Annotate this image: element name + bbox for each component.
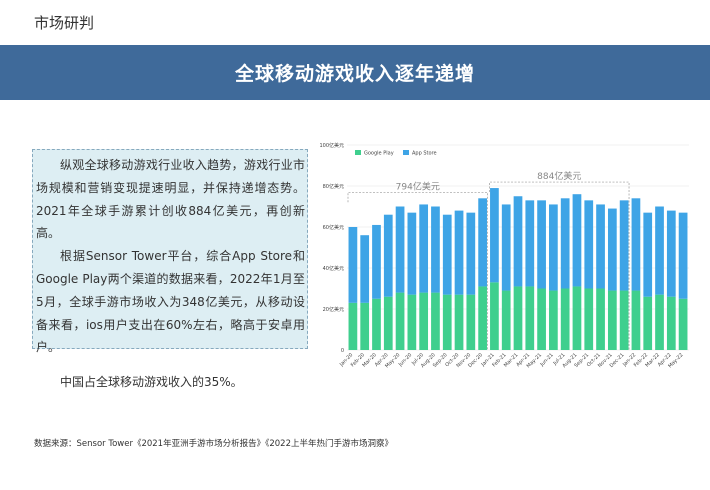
app-store-bar [501,204,511,291]
google-play-bar [607,290,617,350]
google-play-bar [407,294,417,350]
paragraph-gap [36,359,305,371]
annotation-bracket [347,191,488,350]
google-play-bar [631,290,641,350]
title-banner: 全球移动游戏收入逐年递增 [0,45,710,100]
google-play-bar [466,294,476,350]
app-store-bar [619,200,629,291]
app-store-bar [466,212,476,295]
revenue-chart: 794亿美元 884亿美元 Google Play App Store 0 20亿美元… [319,142,689,369]
app-store-bar [442,214,452,295]
app-store-bar [383,214,393,297]
summary-textbox: 纵观全球移动游戏行业收入趋势，游戏行业市场规模和营销变现提速明显，并保持递增态势… [32,149,308,389]
google-play-bar [678,298,688,350]
app-store-bar [572,194,582,287]
app-store-bar [395,206,405,293]
data-source-note: 数据来源：Sensor Tower《2021年亚洲手游市场分析报告》《2022上… [34,439,393,449]
google-play-bar [348,302,358,350]
app-store-bar [655,206,664,295]
google-play-bar [560,288,570,350]
y-tick-label: 60亿美元 [323,224,344,231]
google-play-bar [454,294,464,350]
app-store-bar [678,212,688,299]
y-tick-label: 100亿美元 [319,142,344,149]
paragraph-channels: 根据Sensor Tower平台，综合App Store和Google Play… [36,249,305,355]
google-play-bar [478,286,487,350]
legend-label: Google Play [364,151,394,157]
section-label: 市场研判 [34,14,95,32]
y-tick-label: 80亿美元 [323,183,344,190]
app-store-bar [666,210,676,297]
google-play-bar [431,292,440,350]
legend-label: App Store [412,151,437,157]
app-store-bar [360,235,370,303]
google-play-bar [501,290,511,350]
app-store-bar [348,227,358,303]
google-play-bar [549,290,558,350]
annotation-bracket [489,181,630,350]
google-play-bar [513,286,523,350]
app-store-bar [454,210,464,295]
app-store-bar [419,204,429,293]
app-store-bar [643,212,653,297]
app-store-bar [490,188,499,283]
app-store-bar [513,196,523,287]
google-play-bar [655,294,664,350]
google-play-bar [395,292,405,350]
y-tick-label: 0 [341,348,344,354]
legend-swatch [403,150,409,155]
app-store-bar [584,200,594,289]
google-play-bar [372,298,381,350]
annotation-label: 884亿美元 [537,170,581,182]
paragraph-trend: 纵观全球移动游戏行业收入趋势，游戏行业市场规模和营销变现提速明显，并保持递增态势… [36,158,305,241]
google-play-bar [584,288,594,350]
app-store-bar [631,198,641,291]
app-store-bar [607,208,617,291]
google-play-bar [360,302,370,350]
google-play-bar [619,290,629,350]
google-play-bar [666,296,676,350]
app-store-bar [431,206,440,293]
app-store-bar [549,204,558,291]
google-play-bar [525,286,535,350]
google-play-bar [596,288,605,350]
y-tick-label: 40亿美元 [323,265,344,272]
google-play-bar [490,282,499,350]
page-title: 全球移动游戏收入逐年递增 [234,63,475,85]
google-play-bar [442,294,452,350]
app-store-bar [596,204,605,289]
app-store-bar [407,212,417,295]
google-play-bar [419,292,429,350]
y-tick-label: 20亿美元 [323,306,344,313]
google-play-bar [572,286,582,350]
app-store-bar [478,198,487,287]
google-play-bar [537,288,546,350]
app-store-bar [537,200,546,289]
google-play-bar [383,296,393,350]
google-play-bar [643,296,653,350]
paragraph-china-share: 中国占全球移动游戏收入的35%。 [60,375,243,390]
annotation-label: 794亿美元 [396,180,440,192]
legend-swatch [355,150,361,155]
app-store-bar [372,224,381,299]
app-store-bar [525,200,535,287]
app-store-bar [560,198,570,289]
